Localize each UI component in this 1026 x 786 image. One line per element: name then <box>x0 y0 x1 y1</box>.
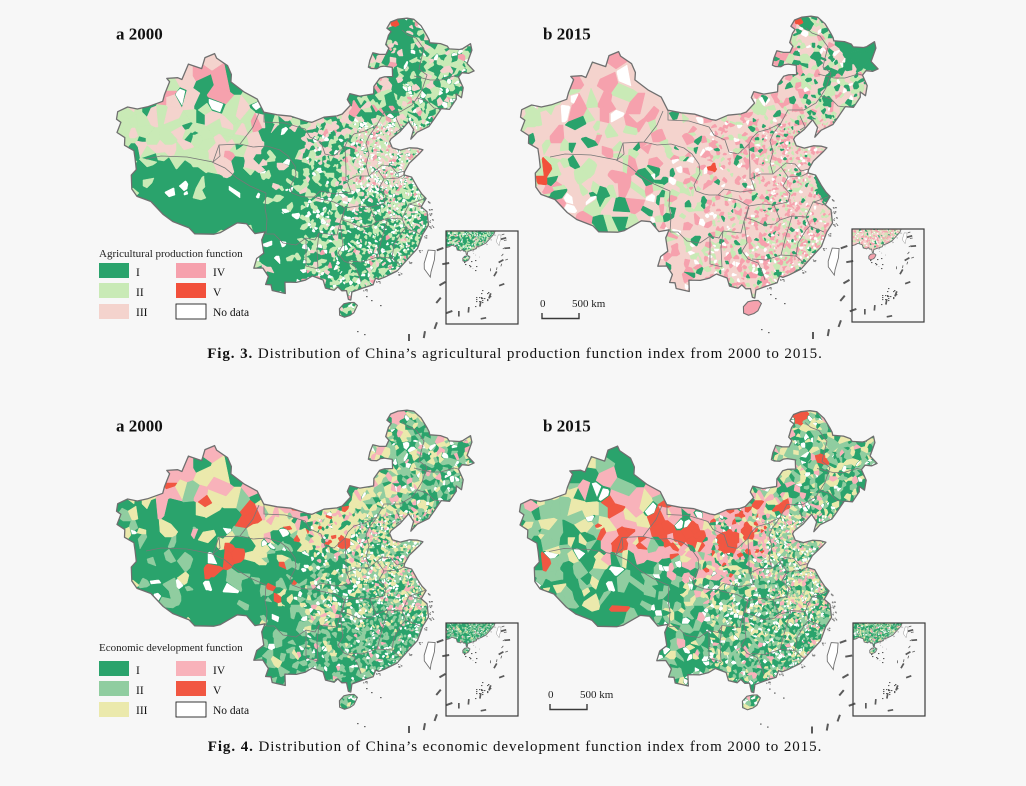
svg-text:III: III <box>136 705 148 717</box>
svg-text:b 2015: b 2015 <box>543 417 591 436</box>
svg-text:No data: No data <box>213 307 249 319</box>
svg-text:a 2000: a 2000 <box>116 417 163 436</box>
svg-text:I: I <box>136 665 140 677</box>
svg-text:II: II <box>136 287 144 299</box>
svg-text:0: 0 <box>548 689 554 701</box>
svg-text:V: V <box>213 287 222 299</box>
svg-text:II: II <box>136 685 144 697</box>
svg-text:III: III <box>136 307 148 319</box>
svg-text:0: 0 <box>540 298 546 310</box>
svg-text:IV: IV <box>213 665 226 677</box>
svg-text:Fig. 3. Distribution of China: Fig. 3. Distribution of China’s agricult… <box>207 346 823 362</box>
svg-text:V: V <box>213 685 222 697</box>
svg-text:500 km: 500 km <box>572 298 606 310</box>
svg-text:IV: IV <box>213 267 226 279</box>
svg-text:Agricultural production functi: Agricultural production function <box>99 248 243 260</box>
svg-text:b 2015: b 2015 <box>543 25 591 44</box>
svg-text:Fig. 4. Distribution of China: Fig. 4. Distribution of China’s economic… <box>208 739 822 755</box>
svg-text:No data: No data <box>213 705 249 717</box>
svg-text:I: I <box>136 267 140 279</box>
svg-text:Economic development function: Economic development function <box>99 642 243 654</box>
svg-text:a 2000: a 2000 <box>116 25 163 44</box>
svg-text:500 km: 500 km <box>580 689 614 701</box>
